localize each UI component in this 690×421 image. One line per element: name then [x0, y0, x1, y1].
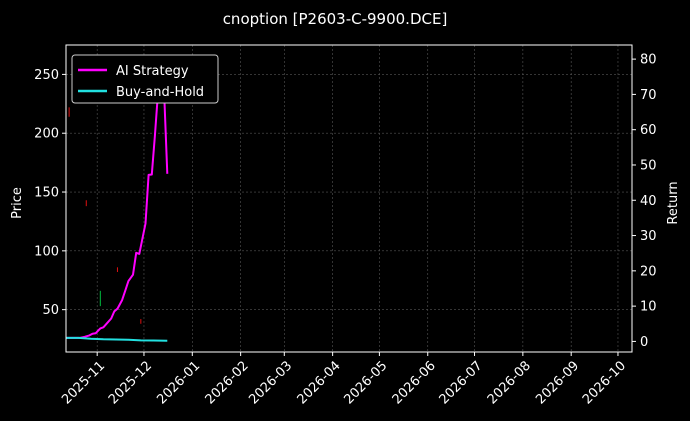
x-tick-label: 2026-04 — [295, 358, 344, 407]
y-left-tick-label: 200 — [34, 127, 59, 142]
x-tick-label: 2026-01 — [154, 358, 203, 407]
x-tick-label: 2025-11 — [59, 358, 108, 407]
y-left-axis-ticks: 50 100 150 200 250 — [34, 68, 66, 318]
y-right-tick-label: 30 — [640, 229, 657, 244]
y-right-tick-label: 0 — [640, 335, 648, 350]
x-tick-label: 2026-05 — [341, 358, 390, 407]
series-line-ai-strategy — [66, 68, 169, 339]
x-tick-label: 2026-07 — [437, 358, 486, 407]
x-tick-label: 2026-06 — [390, 358, 439, 407]
legend-label-buy-and-hold: Buy-and-Hold — [116, 85, 204, 100]
x-tick-label: 2026-09 — [533, 358, 582, 407]
y-right-axis-label: Return — [666, 181, 681, 224]
legend-label-ai-strategy: AI Strategy — [116, 64, 189, 79]
y-left-tick-label: 250 — [34, 68, 59, 83]
y-right-tick-label: 40 — [640, 194, 657, 209]
x-tick-label: 2026-02 — [203, 358, 252, 407]
y-right-tick-label: 80 — [640, 53, 657, 68]
legend: AI Strategy Buy-and-Hold — [71, 54, 219, 104]
y-right-axis-ticks: 0 10 20 30 40 50 60 70 80 — [632, 53, 657, 350]
candles — [68, 107, 142, 324]
y-left-tick-label: 150 — [34, 186, 59, 201]
x-tick-label: 2025-12 — [106, 358, 155, 407]
y-left-tick-label: 50 — [42, 303, 59, 318]
x-tick-label: 2026-03 — [246, 358, 295, 407]
series-lines — [66, 68, 169, 342]
x-tick-label: 2026-10 — [580, 358, 629, 407]
y-left-axis-label: Price — [10, 187, 25, 219]
y-right-tick-label: 10 — [640, 300, 657, 315]
y-right-tick-label: 50 — [640, 158, 657, 173]
grid — [66, 45, 632, 352]
y-right-tick-label: 20 — [640, 264, 657, 279]
chart-title: cnoption [P2603-C-9900.DCE] — [223, 10, 448, 28]
legend-box — [71, 54, 219, 104]
series-line-buy-and-hold — [66, 336, 168, 342]
x-tick-label: 2026-08 — [485, 358, 534, 407]
y-right-tick-label: 60 — [640, 123, 657, 138]
y-right-tick-label: 70 — [640, 88, 657, 103]
y-left-tick-label: 100 — [34, 244, 59, 259]
plot-frame — [65, 44, 633, 353]
